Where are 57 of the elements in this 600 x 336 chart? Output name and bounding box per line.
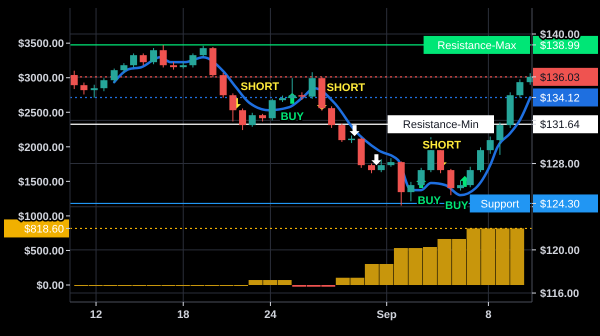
y2-tick-label: $116.00	[540, 288, 580, 300]
x-tick-label: Sep	[376, 309, 398, 321]
y2-tick-label: $136.03	[540, 72, 580, 84]
x-tick-label: 24	[264, 309, 278, 321]
y2-tick-label: $120.00	[540, 244, 580, 257]
ref-line-label: Resistance-Max	[437, 40, 517, 52]
x-tick-label: 12	[90, 309, 102, 321]
y2-tick-label: $128.00	[540, 158, 580, 171]
candlestick	[239, 108, 246, 131]
candlestick	[268, 98, 276, 121]
candlestick	[447, 168, 454, 196]
candlestick	[90, 84, 98, 98]
y2-tick-label: $124.30	[540, 198, 580, 210]
data-label: SHORT	[240, 81, 280, 94]
y-tick-label: $2000.00	[18, 142, 64, 154]
candlestick	[130, 52, 138, 68]
candlestick	[486, 136, 494, 154]
candlestick	[110, 68, 118, 84]
candlestick	[220, 72, 227, 98]
candlestick	[418, 167, 425, 188]
candlestick	[407, 181, 414, 202]
candlestick	[516, 78, 524, 98]
y-tick-label: $0.00	[36, 280, 64, 292]
ref-line-label: Resistance-Min	[402, 119, 479, 132]
candlestick	[200, 45, 207, 58]
candlestick	[368, 163, 376, 174]
y2-tick-label: $138.99	[540, 40, 580, 52]
candlestick	[120, 62, 128, 74]
candlestick	[189, 52, 196, 68]
candlestick	[378, 158, 385, 173]
candlestick	[328, 106, 336, 128]
y-tick-label: $3500.00	[18, 38, 64, 50]
candlestick	[338, 123, 346, 142]
data-label: BUY	[280, 110, 304, 123]
candlestick	[308, 72, 316, 100]
ref-line-label: Support	[480, 198, 520, 210]
candlestick	[100, 78, 108, 92]
candlestick	[229, 92, 236, 122]
data-label: SHORT	[326, 82, 366, 94]
candlestick	[140, 52, 147, 66]
y-tick-label: $1500.00	[18, 176, 64, 188]
candlestick	[150, 48, 158, 65]
y2-tick-label: $131.64	[540, 119, 580, 132]
candlestick	[248, 112, 256, 128]
y-tick-label: $818.60	[24, 223, 64, 236]
candlestick	[496, 122, 504, 156]
candlestick	[477, 146, 484, 173]
y-tick-label: $3000.00	[18, 72, 64, 85]
candlestick	[160, 44, 167, 68]
y-tick-label: $2500.00	[18, 107, 64, 120]
candlestick	[466, 166, 474, 188]
x-tick-label: 18	[177, 309, 190, 321]
y2-tick-label: $134.12	[540, 92, 580, 104]
candlestick	[457, 180, 464, 192]
candlestick	[80, 82, 88, 95]
x-tick-label: 8	[485, 309, 492, 321]
y-tick-label: $500.00	[24, 245, 64, 258]
